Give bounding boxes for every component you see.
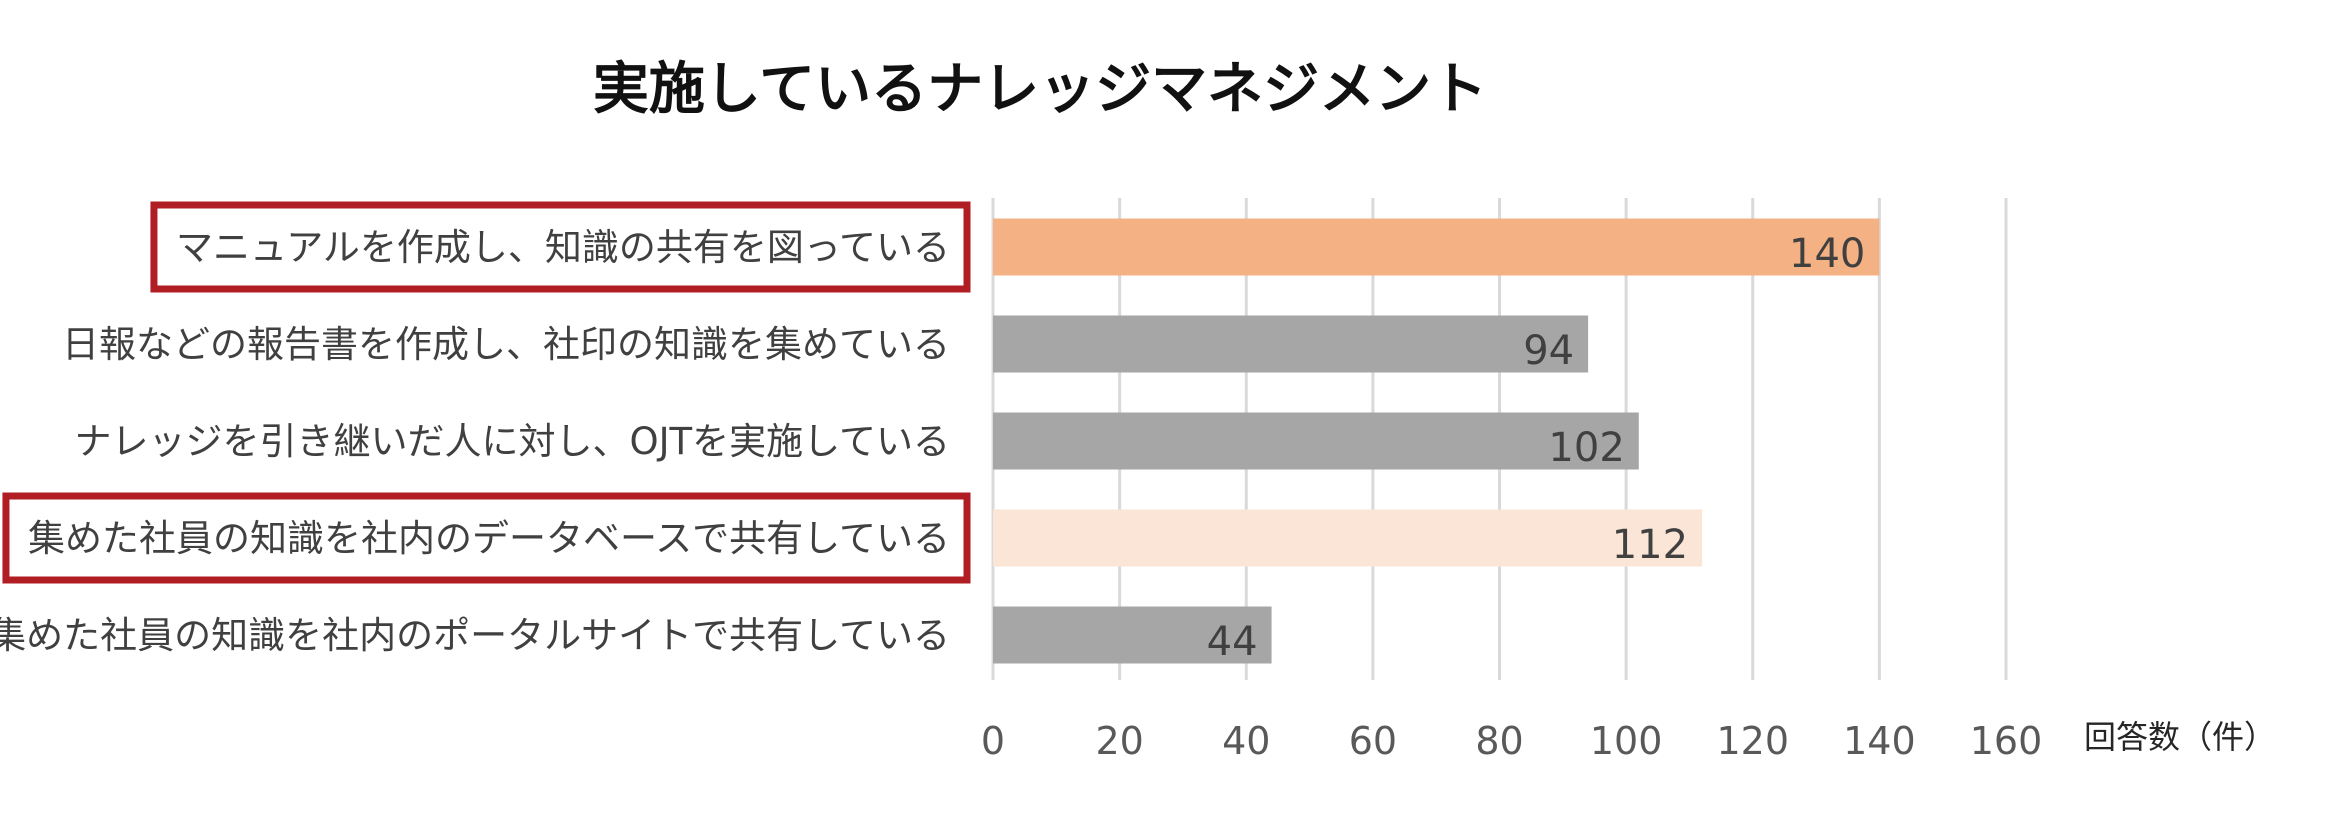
bar — [993, 315, 1589, 373]
bar — [993, 218, 1880, 276]
category-label: 日報などの報告書を作成し、社印の知識を集めている — [62, 323, 950, 366]
x-tick-label: 120 — [1716, 719, 1789, 763]
x-tick-label: 160 — [1970, 719, 2043, 763]
highlight-box — [150, 201, 971, 293]
x-tick-label: 20 — [1095, 719, 1143, 763]
x-tick-label: 80 — [1475, 719, 1523, 763]
x-axis-ticks: 0 20 40 60 80 100 120 140 160 — [981, 719, 2042, 763]
x-tick-label: 100 — [1590, 719, 1663, 763]
data-label: 102 — [1548, 425, 1624, 471]
highlight-box — [2, 492, 971, 584]
category-label: 集めた社員の知識を社内のポータルサイトで共有している — [0, 614, 950, 657]
x-tick-label: 40 — [1222, 719, 1270, 763]
category-label: ナレッジを引き継いだ人に対し、OJTを実施している — [74, 420, 950, 463]
x-tick-label: 60 — [1349, 719, 1397, 763]
x-tick-label: 0 — [981, 719, 1005, 763]
bar — [993, 606, 1272, 664]
category-label: 集めた社員の知識を社内のデータベースで共有している — [28, 517, 950, 560]
data-label: 44 — [1207, 619, 1258, 665]
bar — [993, 509, 1703, 567]
x-tick-label: 140 — [1843, 719, 1916, 763]
data-label: 140 — [1789, 231, 1865, 277]
category-label: マニュアルを作成し、知識の共有を図っている — [176, 226, 950, 269]
data-label: 112 — [1612, 522, 1688, 568]
bar — [993, 412, 1639, 470]
data-label: 94 — [1523, 328, 1574, 374]
x-axis-label: 回答数（件） — [2084, 718, 2276, 756]
chart-title: 実施しているナレッジマネジメント — [593, 57, 1487, 122]
category-labels: マニュアルを作成し、知識の共有を図っている日報などの報告書を作成し、社印の知識を… — [0, 201, 971, 657]
bars: 140 94 102 112 44 — [993, 218, 1880, 665]
